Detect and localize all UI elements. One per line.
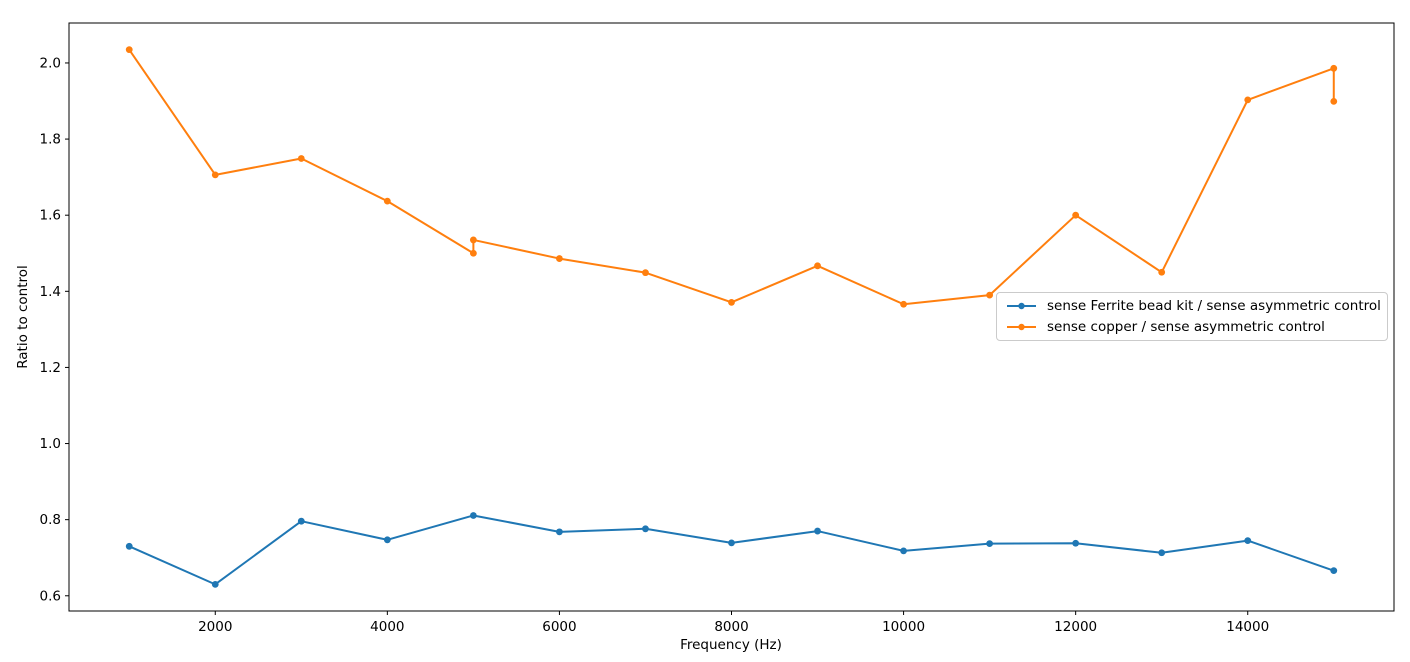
y-tick-label: 0.6 — [40, 588, 61, 604]
series-line-1 — [128, 48, 1335, 306]
legend-line-sample-icon — [1007, 302, 1036, 309]
data-point — [728, 298, 735, 306]
data-point — [1244, 537, 1252, 544]
data-point — [814, 262, 821, 270]
data-point — [1244, 96, 1252, 104]
data-point — [814, 527, 821, 535]
data-point — [1158, 268, 1166, 276]
x-tick-label: 2000 — [198, 619, 232, 635]
data-point — [900, 300, 907, 308]
x-axis-label: Frequency (Hz) — [680, 637, 782, 653]
data-point — [297, 517, 305, 525]
legend-label: sense Ferrite bead kit / sense asymmetri… — [1047, 297, 1381, 314]
data-point — [642, 525, 649, 533]
legend-label: sense copper / sense asymmetric control — [1047, 318, 1325, 335]
series-layer — [125, 46, 1338, 588]
y-tick-label: 1.6 — [40, 208, 61, 224]
x-tick-label: 12000 — [1054, 619, 1097, 635]
legend: sense Ferrite bead kit / sense asymmetri… — [996, 292, 1388, 341]
data-point — [125, 542, 133, 550]
y-tick-label: 1.2 — [40, 360, 61, 376]
x-tick-label: 8000 — [714, 619, 748, 635]
x-tick-label: 6000 — [542, 619, 576, 635]
y-tick-label: 2.0 — [40, 55, 61, 71]
data-point — [469, 236, 477, 244]
x-tick-label: 14000 — [1226, 619, 1269, 635]
data-point — [1330, 98, 1338, 105]
ticks-layer: 2000 4000 6000 8000 10000 12000 14000 0.6 0.8 1.0… — [40, 55, 1270, 635]
data-point — [986, 291, 994, 299]
y-tick-label: 1.4 — [40, 284, 61, 300]
data-point — [556, 528, 563, 536]
data-point — [1158, 549, 1166, 557]
data-point — [642, 269, 649, 277]
data-point — [1330, 64, 1338, 72]
data-point — [211, 580, 219, 588]
data-point — [1330, 567, 1338, 575]
data-point — [383, 197, 391, 205]
data-point — [211, 171, 219, 179]
data-point — [728, 539, 735, 547]
legend-item: sense Ferrite bead kit / sense asymmetri… — [1006, 296, 1381, 315]
data-point — [900, 547, 907, 555]
x-tick-label: 4000 — [370, 619, 404, 635]
legend-line-sample-icon — [1007, 323, 1036, 330]
y-axis-label: Ratio to control — [15, 265, 31, 369]
data-point — [1072, 539, 1080, 547]
data-point — [125, 46, 133, 54]
data-point — [556, 255, 563, 262]
legend-item: sense copper / sense asymmetric control — [1006, 317, 1377, 336]
data-point — [986, 540, 994, 548]
data-point — [1072, 211, 1080, 219]
data-point — [469, 512, 477, 519]
y-tick-label: 1.8 — [40, 132, 61, 148]
data-point — [297, 155, 305, 162]
x-tick-label: 10000 — [882, 619, 925, 635]
series-line-0 — [128, 514, 1335, 586]
data-point — [469, 249, 477, 257]
data-point — [383, 536, 391, 544]
y-tick-label: 1.0 — [40, 436, 61, 452]
y-tick-label: 0.8 — [40, 512, 61, 528]
